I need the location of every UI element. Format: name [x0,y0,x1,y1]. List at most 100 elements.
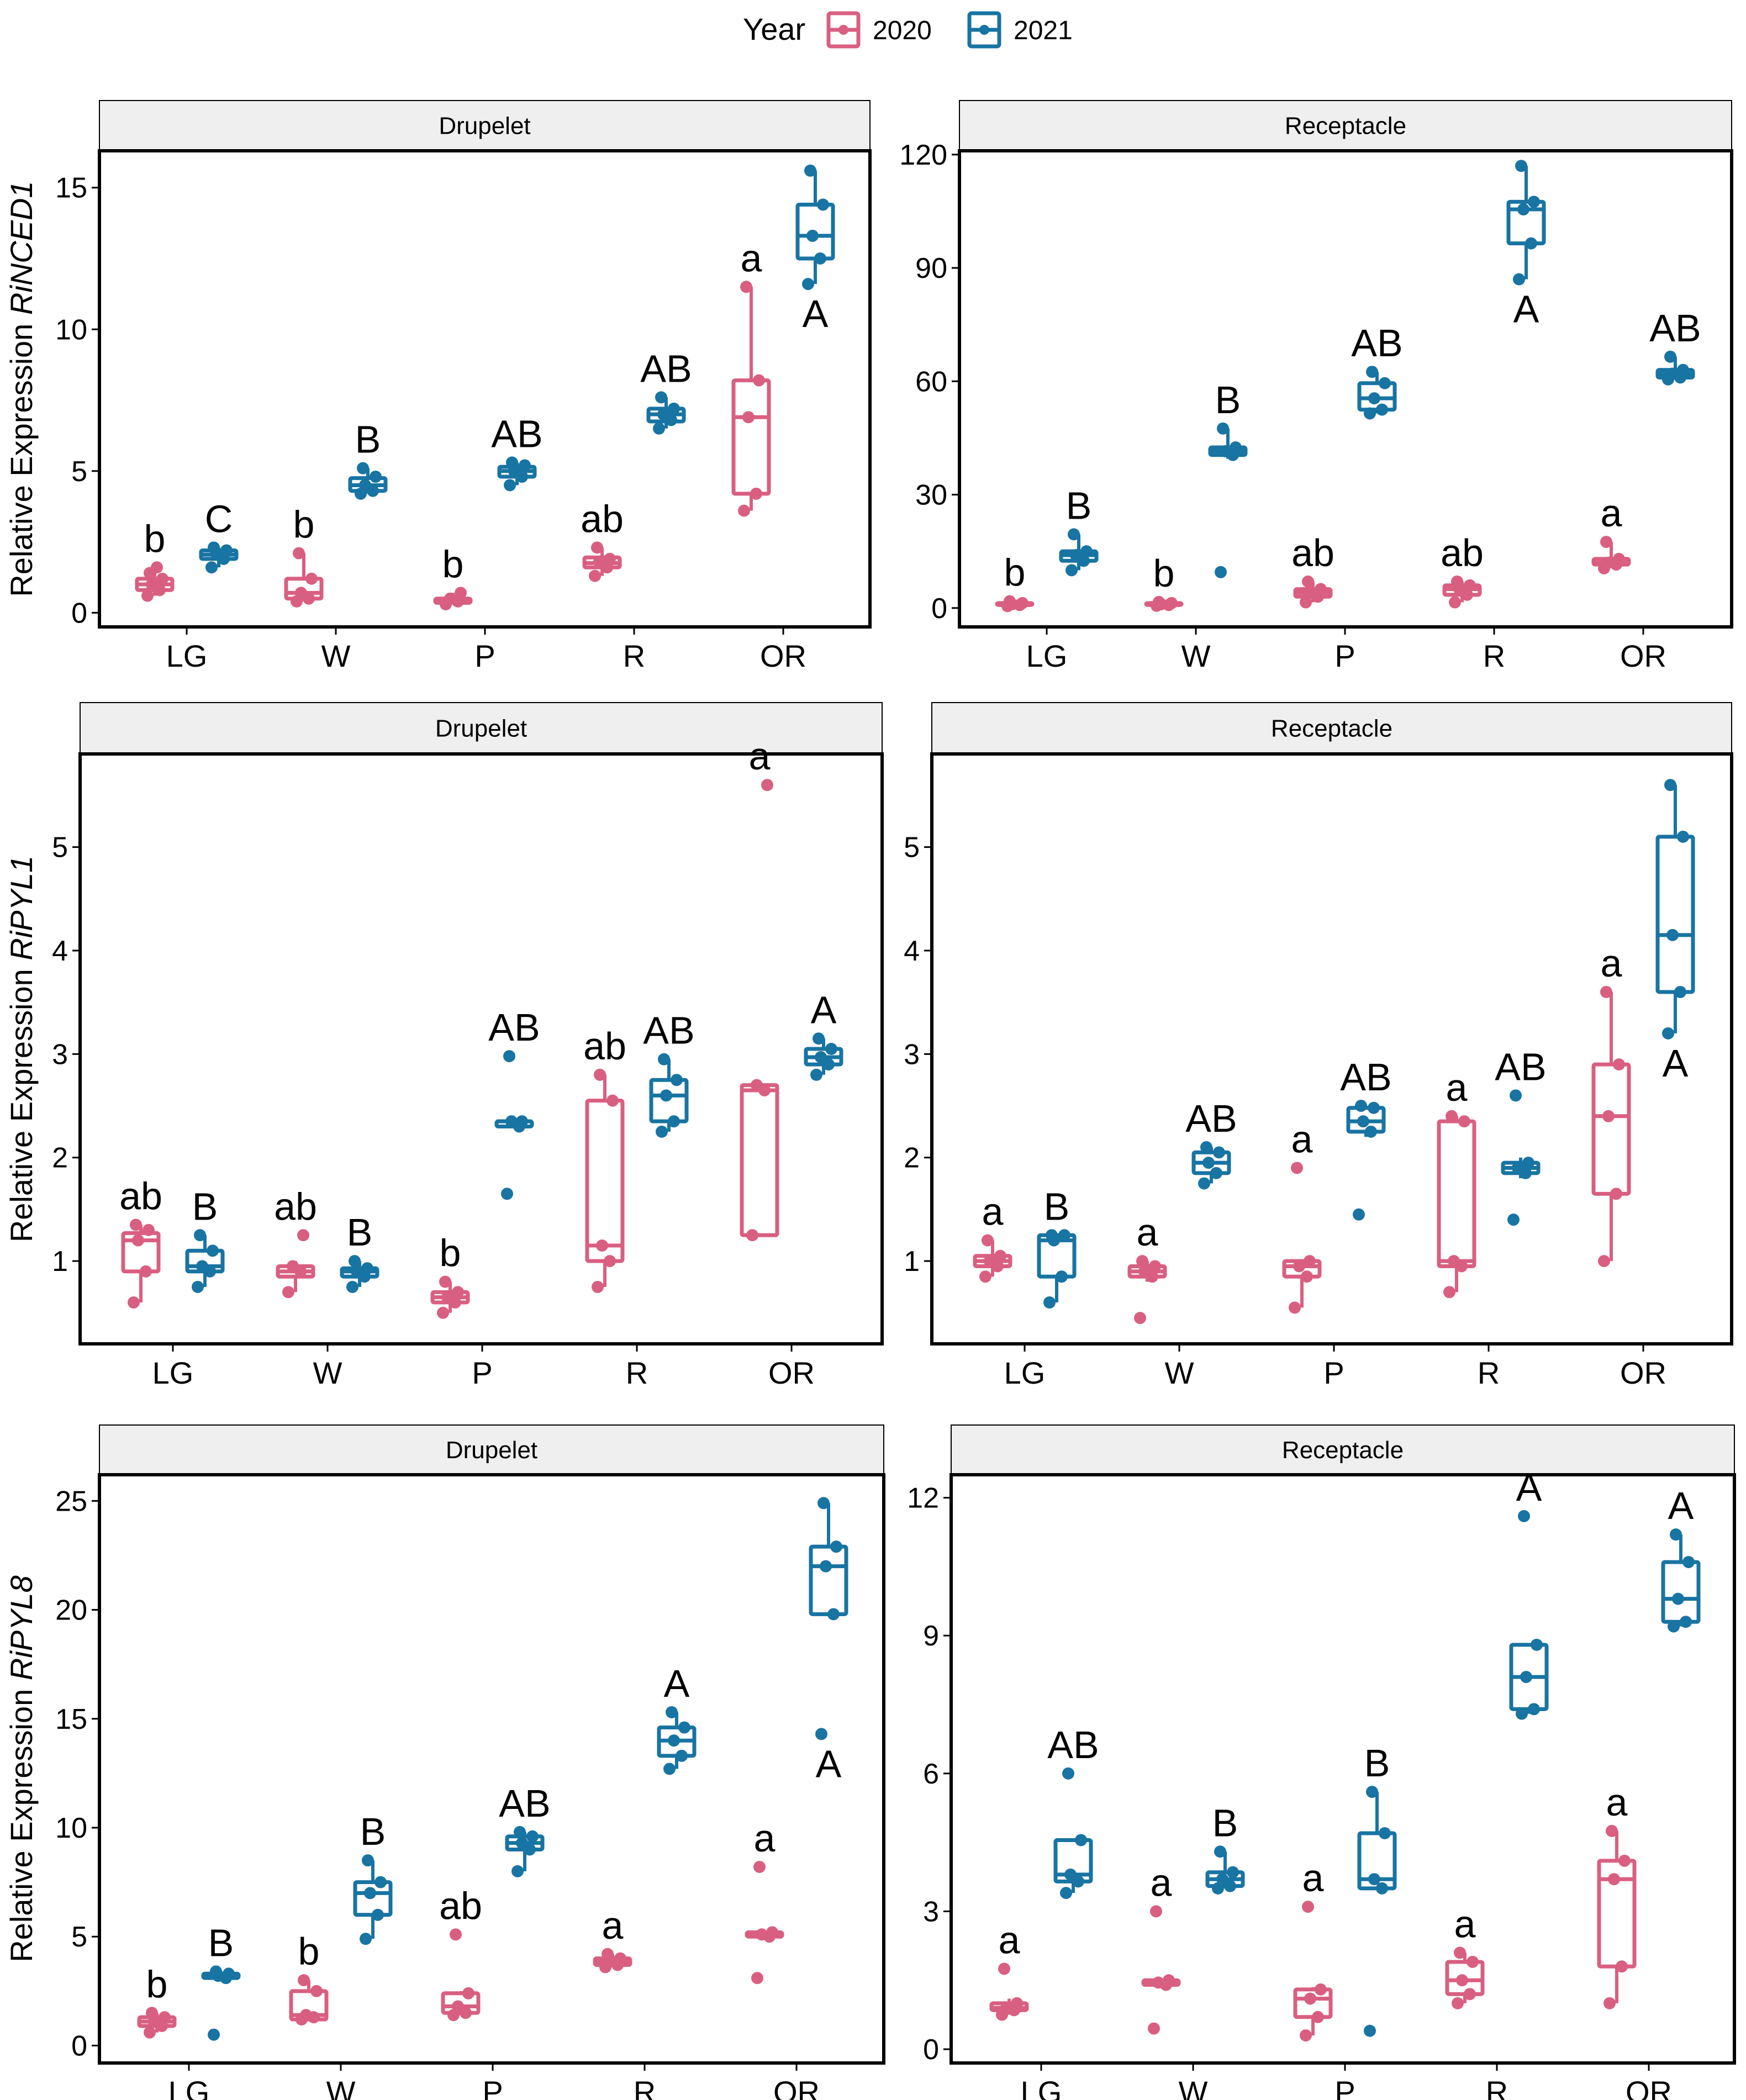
significance-letter: b [440,1232,461,1275]
data-point [1448,1255,1460,1268]
x-tick-label-R: R [634,2075,656,2100]
data-point [503,1050,515,1063]
data-point [604,552,616,565]
data-point [655,391,667,404]
data-point [1666,367,1679,380]
facet-strip-label: Receptacle [1271,715,1392,742]
data-point [1302,1901,1314,1913]
data-point [439,1275,451,1288]
x-tick-label-OR: OR [768,1355,815,1390]
significance-letter: A [1516,1466,1542,1509]
y-axis-label: Relative Expression RiPYL1 [4,856,39,1242]
significance-letter: b [298,1930,320,1973]
data-point [506,456,518,469]
data-point [591,541,603,554]
box-2021-OR: AB [1649,307,1701,386]
data-point [357,462,369,474]
box-2020-LG: a [973,1190,1012,1283]
data-point [1043,1296,1056,1309]
data-point [815,1051,827,1063]
x-tick-label-W: W [321,639,351,673]
data-point [1600,536,1612,548]
data-point [1674,985,1686,998]
data-point [653,422,665,435]
significance-letter: a [1291,1117,1313,1160]
legend-key-point [979,25,989,35]
box-2021-LG: B [1059,484,1099,577]
data-point [1603,1997,1616,2009]
box-2020-W: a [1127,1211,1167,1325]
box-2020-OR: a [1597,1781,1637,2009]
box-2021-OR: A [804,988,843,1081]
data-point [1304,1992,1316,2005]
data-point [671,1074,683,1086]
box-2020-W: b [1144,552,1184,612]
data-point [1525,237,1537,250]
series-2020: b b b ab a [135,236,771,610]
box-2020-LG: b [135,517,175,602]
data-point [751,1972,763,1985]
data-point [1449,596,1461,609]
data-point [1016,597,1028,609]
y-axis-label-prefix: Relative Expression [4,1680,39,1962]
y-tick-label: 5 [71,1921,87,1953]
data-point [1677,830,1689,843]
legend-key-point [838,25,848,35]
significance-letter: ab [1291,531,1334,574]
data-point [998,1962,1010,1975]
data-point [1664,779,1676,792]
panel-frame [950,1473,1736,2065]
y-tick-label: 9 [923,1620,939,1652]
significance-letter: B [347,1211,373,1254]
significance-letter: a [741,236,762,279]
significance-letter: B [192,1185,218,1228]
significance-letter: A [664,1662,690,1705]
box-2020-R: a [593,1904,632,1974]
box-2021-R: AB [1495,1045,1547,1226]
box-2020-W: a [1141,1861,1181,2035]
y-tick-label: 3 [923,1896,939,1928]
significance-letter: AB [1185,1097,1237,1140]
y-tick-label: 0 [71,2030,87,2062]
legend: Year 2020 2021 [743,11,1073,49]
box-2021-R: A [1506,160,1546,331]
data-point [295,587,307,599]
data-point [1357,1115,1369,1128]
data-point [505,1115,518,1128]
y-tick-label: 12 [907,1482,939,1515]
data-point [1064,1868,1077,1881]
x-tick-label-R: R [1483,639,1505,673]
data-point [1011,1997,1023,2009]
data-point [1214,1845,1226,1858]
data-point [146,2007,158,2019]
data-point [1522,1157,1534,1169]
box-2020-LG: b [137,1962,177,2039]
data-point [1065,564,1078,577]
facet-strip [951,1424,1735,1475]
data-point [606,1094,619,1107]
y-tick-label: 20 [55,1595,87,1627]
facet-strip-label: Receptacle [1282,1437,1404,1464]
y-tick-label: 60 [915,366,947,398]
legend-item-2021: 2021 [967,11,1073,49]
significance-letter: AB [1047,1723,1099,1766]
y-tick-label: 30 [915,479,947,511]
x-tick-label-LG: LG [166,639,208,673]
data-point [1058,1229,1070,1242]
data-point [1376,1882,1388,1895]
significance-letter: b [1153,552,1175,595]
data-point [128,1296,140,1309]
facet-strip-label: Drupelet [435,715,527,742]
series-2020: b b ab a a [137,1817,784,2039]
box-2021-W: B [1205,1801,1245,1895]
box-2021-W: AB [1185,1097,1237,1190]
data-point [1368,1101,1380,1114]
series-2020: a a a a a [973,942,1631,1325]
significance-letter: AB [640,347,692,390]
data-point [657,408,669,421]
data-point [1598,1255,1610,1268]
y-tick-label: 15 [55,1703,87,1735]
data-point [374,1876,387,1888]
y-tick-label: 5 [71,456,87,488]
data-point [756,1928,768,1941]
